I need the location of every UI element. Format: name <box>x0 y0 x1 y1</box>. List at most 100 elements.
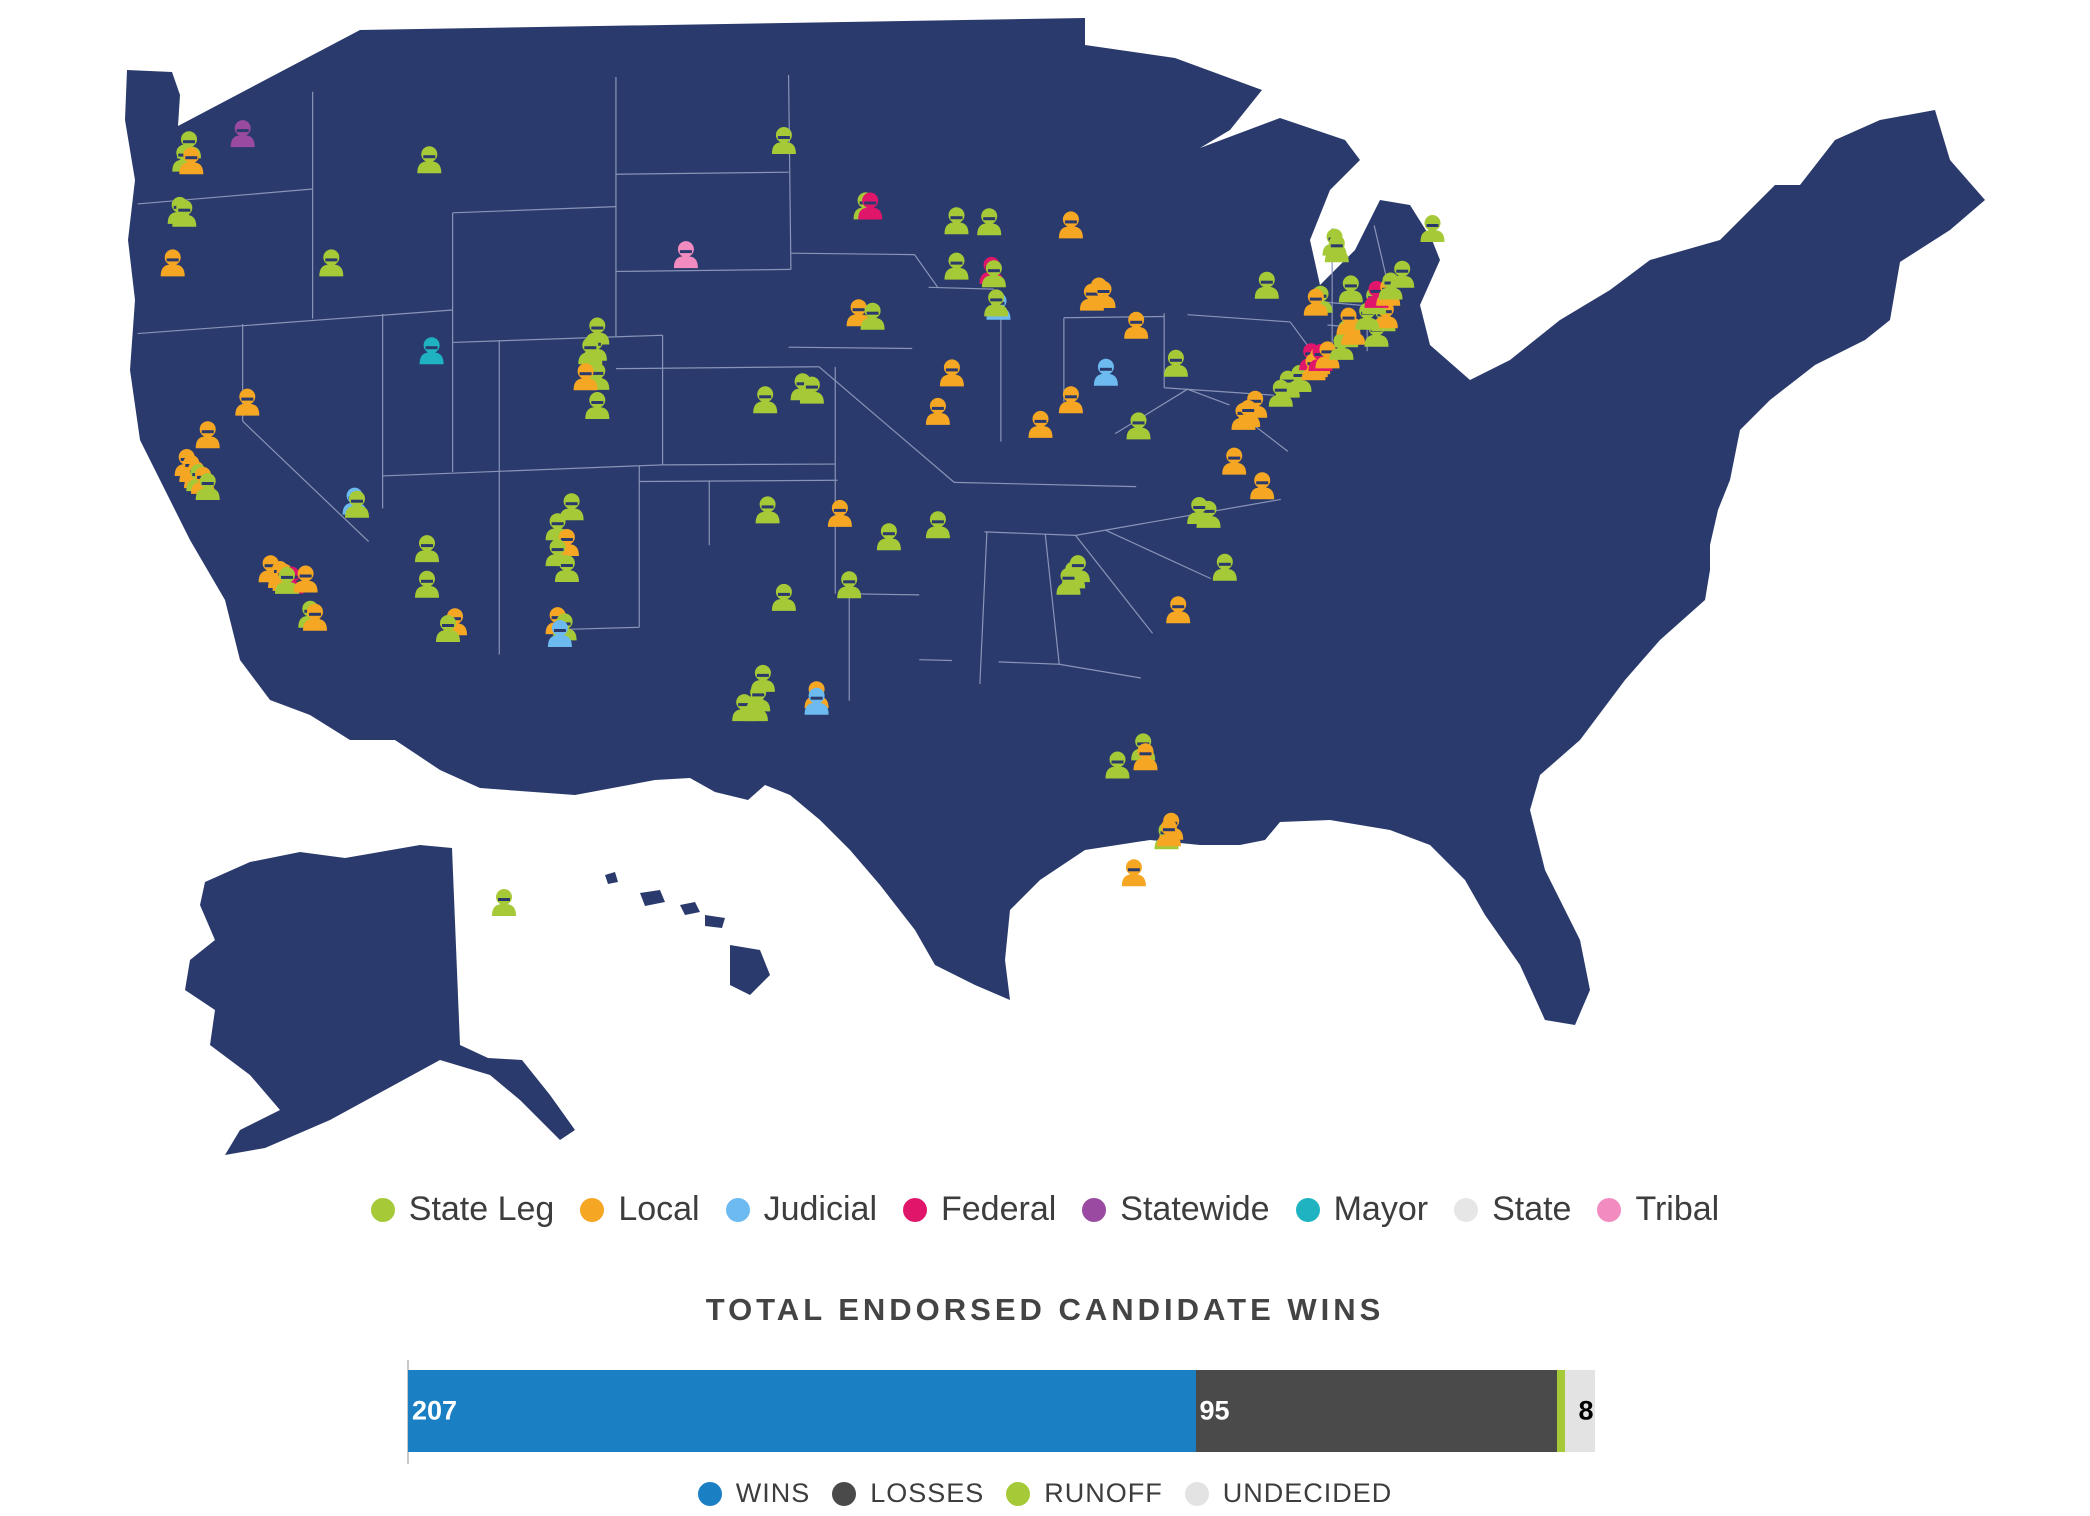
candidate-marker-icon[interactable] <box>755 496 780 524</box>
candidate-marker-icon[interactable] <box>160 249 185 277</box>
candidate-marker-icon[interactable] <box>746 684 771 712</box>
candidate-marker-icon[interactable] <box>771 127 796 154</box>
candidate-marker-icon[interactable] <box>415 535 439 563</box>
results-legend: WINS LOSSES RUNOFF UNDECIDED <box>0 1478 2090 1509</box>
candidate-marker-icon[interactable] <box>1126 412 1151 440</box>
us-landmass <box>125 18 1985 1155</box>
candidate-marker-icon[interactable] <box>858 192 883 220</box>
candidate-marker-icon[interactable] <box>319 249 344 277</box>
candidate-marker-icon[interactable] <box>1156 819 1181 847</box>
legend-item-mayor[interactable]: Mayor <box>1295 1190 1428 1229</box>
candidate-marker-icon[interactable] <box>303 603 327 631</box>
candidate-marker-icon[interactable] <box>944 207 969 235</box>
candidate-marker-icon[interactable] <box>804 687 829 715</box>
candidate-marker-icon[interactable] <box>1166 596 1191 624</box>
candidate-marker-icon[interactable] <box>293 565 318 593</box>
candidate-marker-icon[interactable] <box>1250 472 1275 500</box>
candidate-marker-icon[interactable] <box>984 289 1009 317</box>
bar-segment-undecided[interactable]: 8 <box>1564 1370 1595 1452</box>
candidate-marker-icon[interactable] <box>925 397 950 425</box>
legend-label: WINS <box>735 1478 811 1508</box>
candidate-marker-icon[interactable] <box>977 208 1002 236</box>
candidate-marker-icon[interactable] <box>345 490 369 518</box>
candidate-marker-icon[interactable] <box>419 337 444 365</box>
candidate-marker-icon[interactable] <box>235 388 260 416</box>
candidate-marker-icon[interactable] <box>195 473 220 500</box>
results-legend-undecided[interactable]: UNDECIDED <box>1184 1478 1393 1509</box>
candidate-marker-icon[interactable] <box>179 147 204 175</box>
candidate-marker-icon[interactable] <box>944 252 969 280</box>
bar-segment-runoff[interactable] <box>1556 1370 1565 1452</box>
candidate-marker-icon[interactable] <box>1028 410 1053 438</box>
candidate-marker-icon[interactable] <box>172 199 197 227</box>
candidate-marker-icon[interactable] <box>585 392 610 419</box>
candidate-marker-icon[interactable] <box>1133 743 1158 771</box>
candidate-marker-icon[interactable] <box>771 583 796 611</box>
candidate-marker-icon[interactable] <box>1058 386 1083 414</box>
candidate-marker-icon[interactable] <box>492 889 516 916</box>
candidate-marker-icon[interactable] <box>415 570 439 598</box>
results-legend-losses[interactable]: LOSSES <box>832 1478 984 1509</box>
legend-item-state-leg[interactable]: State Leg <box>370 1190 554 1229</box>
candidate-marker-icon[interactable] <box>1303 288 1328 316</box>
legend-label: LOSSES <box>870 1478 985 1508</box>
candidate-marker-icon[interactable] <box>1390 260 1415 288</box>
results-bar: 207 95 8 <box>408 1370 1595 1452</box>
category-legend: State Leg Local Judicial Federal Statewi… <box>0 1190 2090 1229</box>
candidate-marker-icon[interactable] <box>846 299 871 327</box>
candidate-marker-icon[interactable] <box>573 363 598 391</box>
candidate-marker-icon[interactable] <box>1420 215 1445 242</box>
candidate-marker-icon[interactable] <box>436 615 460 642</box>
candidate-marker-icon[interactable] <box>1336 307 1361 335</box>
candidate-marker-icon[interactable] <box>554 555 579 582</box>
candidate-marker-icon[interactable] <box>1124 311 1149 339</box>
candidate-marker-icon[interactable] <box>417 146 442 174</box>
legend-dot-icon <box>1295 1197 1320 1222</box>
candidate-marker-icon[interactable] <box>1236 400 1261 427</box>
candidate-marker-icon[interactable] <box>1091 281 1116 308</box>
legend-item-state[interactable]: State <box>1454 1190 1571 1229</box>
candidate-marker-icon[interactable] <box>1324 235 1349 263</box>
candidate-marker-icon[interactable] <box>1268 379 1293 407</box>
legend-item-statewide[interactable]: Statewide <box>1082 1190 1270 1229</box>
candidate-marker-icon[interactable] <box>1058 211 1083 239</box>
legend-item-local[interactable]: Local <box>580 1190 700 1229</box>
candidate-marker-icon[interactable] <box>195 421 220 449</box>
candidate-marker-icon[interactable] <box>673 241 698 269</box>
candidate-marker-icon[interactable] <box>939 359 964 387</box>
candidate-marker-icon[interactable] <box>1212 553 1237 581</box>
results-legend-wins[interactable]: WINS <box>697 1478 811 1509</box>
candidate-marker-icon[interactable] <box>1187 497 1212 524</box>
candidate-marker-icon[interactable] <box>1056 567 1081 595</box>
candidate-marker-icon[interactable] <box>1121 859 1146 887</box>
candidate-marker-icon[interactable] <box>876 523 901 551</box>
legend-label: Judicial <box>763 1190 877 1228</box>
bar-segment-wins[interactable]: 207 <box>408 1370 1196 1452</box>
candidate-marker-icon[interactable] <box>753 386 778 414</box>
bar-segment-losses[interactable]: 95 <box>1195 1370 1557 1452</box>
legend-dot-icon <box>1454 1197 1479 1222</box>
candidate-marker-icon[interactable] <box>837 571 862 599</box>
candidate-marker-icon[interactable] <box>827 499 852 527</box>
candidate-marker-icon[interactable] <box>1105 751 1130 779</box>
candidate-marker-icon[interactable] <box>1338 275 1363 303</box>
candidate-marker-icon[interactable] <box>860 302 885 330</box>
candidate-marker-icon[interactable] <box>981 260 1006 288</box>
candidate-marker-icon[interactable] <box>1163 349 1188 377</box>
candidate-marker-icon[interactable] <box>1222 447 1247 475</box>
legend-item-tribal[interactable]: Tribal <box>1597 1190 1719 1229</box>
results-legend-runoff[interactable]: RUNOFF <box>1006 1478 1162 1509</box>
candidate-marker-icon[interactable] <box>275 566 299 594</box>
candidate-markers <box>160 120 1445 916</box>
legend-label: Tribal <box>1635 1190 1720 1228</box>
candidate-marker-icon[interactable] <box>925 511 950 539</box>
legend-item-judicial[interactable]: Judicial <box>725 1190 877 1229</box>
candidate-marker-icon[interactable] <box>559 493 584 521</box>
legend-dot-icon <box>580 1197 605 1222</box>
candidate-marker-icon[interactable] <box>547 620 572 647</box>
candidate-marker-icon[interactable] <box>230 120 255 148</box>
candidate-marker-icon[interactable] <box>799 376 824 404</box>
legend-item-federal[interactable]: Federal <box>903 1190 1056 1229</box>
candidate-marker-icon[interactable] <box>1254 271 1279 299</box>
candidate-marker-icon[interactable] <box>1093 358 1118 386</box>
